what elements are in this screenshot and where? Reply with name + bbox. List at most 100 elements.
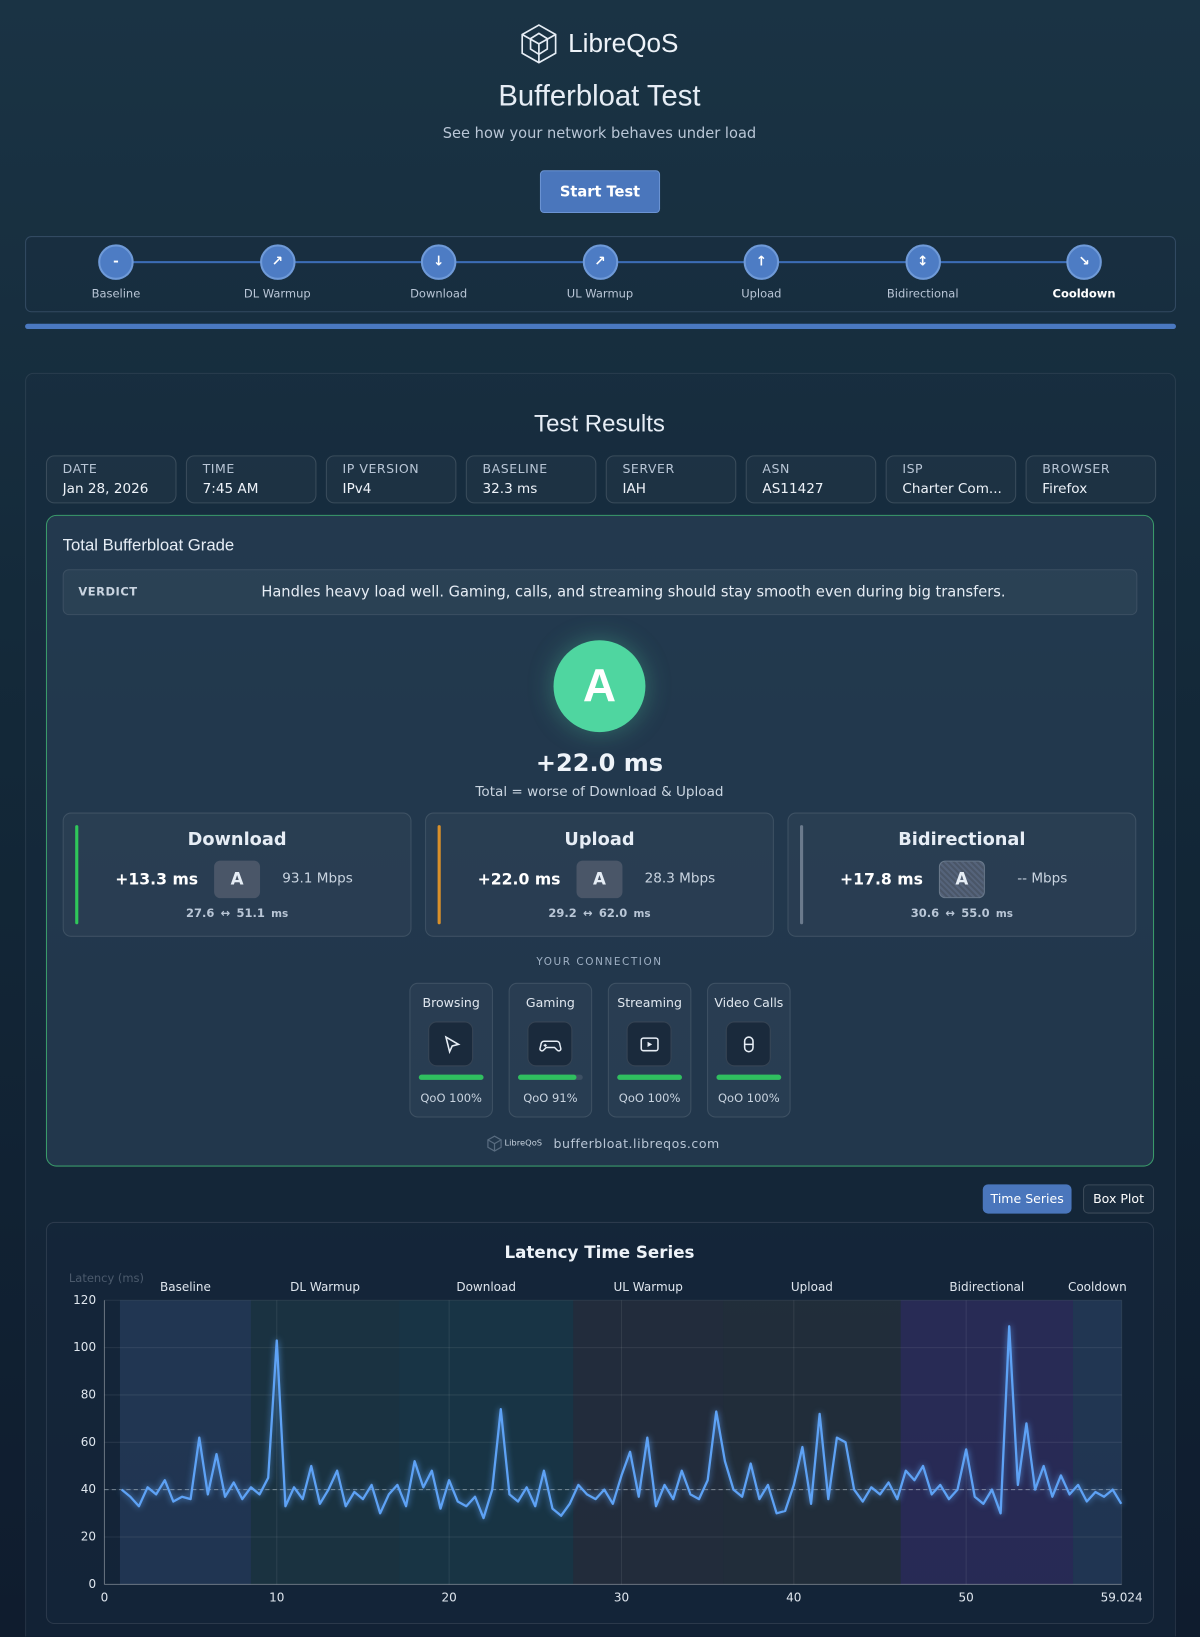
- x-tick-label: 10: [269, 1590, 284, 1604]
- step-label: UL Warmup: [566, 287, 634, 301]
- info-value: Charter Com...: [902, 481, 1002, 498]
- qoo-card: [607, 982, 692, 1118]
- step-circle: [259, 244, 296, 280]
- qoo-icon-box: [725, 1021, 771, 1067]
- y-tick-label: 100: [73, 1340, 96, 1354]
- info-label: SERVER: [622, 461, 675, 477]
- info-label: TIME: [202, 461, 235, 477]
- x-tick-label: 40: [786, 1590, 801, 1604]
- qoo-label: QoO 91%: [523, 1091, 578, 1105]
- direction-name: Upload: [564, 829, 635, 851]
- start-test-label: Start Test: [559, 183, 641, 201]
- direction-grade: A: [230, 868, 244, 889]
- info-label: DATE: [62, 461, 98, 477]
- info-card: [325, 455, 457, 504]
- qoo-bar: [617, 1074, 682, 1080]
- info-card: [185, 455, 317, 504]
- step-icon: ↗: [271, 253, 283, 270]
- range-unit: ms: [633, 908, 651, 921]
- phase-band: [399, 1300, 574, 1585]
- direction-range: 30.6 ↔ 55.0 ms: [857, 904, 1066, 923]
- info-card: [605, 455, 737, 504]
- step-label: Bidirectional: [886, 287, 959, 301]
- info-label: IP VERSION: [342, 461, 420, 477]
- logo-icon: [521, 24, 557, 64]
- start-test-button[interactable]: [539, 170, 661, 214]
- qoo-label: QoO 100%: [618, 1091, 681, 1105]
- direction-card: [62, 812, 412, 937]
- step-label: DL Warmup: [243, 287, 311, 301]
- qoo-icon-box: [428, 1021, 474, 1067]
- qoo-bar: [418, 1074, 484, 1080]
- chart-card: [45, 1221, 1155, 1625]
- x-tick-label: 20: [441, 1590, 456, 1604]
- info-value: Jan 28, 2026: [62, 481, 149, 498]
- info-value: IAH: [622, 481, 646, 498]
- tab[interactable]: [982, 1184, 1072, 1214]
- qoo-icon-box: [626, 1021, 672, 1067]
- info-card: [745, 455, 877, 504]
- y-tick-label: 0: [88, 1577, 96, 1591]
- footer-brand: LibreQoS: [504, 1138, 543, 1148]
- step-circle: [1066, 244, 1102, 280]
- direction-grade-box: [576, 860, 623, 899]
- step-circle: [420, 244, 457, 280]
- direction-card: [787, 812, 1137, 937]
- qoo-bar: [518, 1074, 577, 1080]
- grade-card: [45, 514, 1155, 1167]
- progress-bar: [25, 323, 1176, 329]
- info-value: 7:45 AM: [202, 481, 259, 498]
- y-axis-label: Latency (ms): [69, 1271, 144, 1285]
- brand: LibreQoS: [568, 29, 679, 59]
- info-label: ASN: [762, 461, 790, 477]
- info-label: ISP: [902, 461, 924, 477]
- qoo-name: Video Calls: [714, 995, 784, 1010]
- phase-label: Download: [456, 1280, 516, 1294]
- range-low: 29.2: [548, 906, 577, 921]
- step-icon: ↘: [1078, 253, 1090, 270]
- qoo-label: QoO 100%: [718, 1091, 780, 1105]
- range-arrow: ↔: [582, 906, 593, 921]
- qoo-card: [707, 982, 791, 1118]
- qoo-bar: [716, 1074, 782, 1080]
- step-circle: [98, 244, 134, 280]
- range-arrow: ↔: [945, 906, 956, 921]
- direction-accent: [800, 825, 804, 925]
- tab-label: Time Series: [990, 1191, 1064, 1207]
- phase-label: DL Warmup: [290, 1280, 360, 1294]
- direction-grade: A: [955, 868, 969, 889]
- range-high: 51.1: [236, 906, 265, 921]
- info-value: AS11427: [762, 481, 824, 498]
- step-label: Baseline: [91, 287, 141, 301]
- direction-accent: [437, 825, 441, 925]
- range-unit: ms: [995, 908, 1013, 921]
- info-value: Firefox: [1042, 481, 1088, 498]
- info-card: [465, 455, 597, 504]
- direction-latency: +22.0 ms: [477, 869, 561, 889]
- y-tick-label: 60: [81, 1435, 96, 1449]
- phase-band: [119, 1300, 251, 1585]
- tab-label: Box Plot: [1093, 1191, 1144, 1207]
- info-label: BASELINE: [482, 461, 548, 477]
- qoo-icon-box: [527, 1021, 573, 1067]
- direction-card: [425, 812, 774, 937]
- step-icon: ↗: [594, 253, 606, 270]
- direction-grade: A: [593, 868, 606, 889]
- connection-label: YOUR CONNECTION: [536, 956, 663, 969]
- total-note: Total = worse of Download & Upload: [475, 784, 724, 801]
- phase-label: Cooldown: [1068, 1280, 1127, 1294]
- x-tick-label: 30: [614, 1590, 629, 1604]
- info-value: IPv4: [342, 481, 372, 498]
- step-circle: [904, 244, 941, 280]
- y-tick-label: 80: [81, 1387, 96, 1401]
- step-label: Cooldown: [1052, 287, 1116, 301]
- y-tick-label: 40: [81, 1482, 96, 1496]
- info-card: [885, 455, 1017, 504]
- subtitle: See how your network behaves under load: [442, 125, 757, 143]
- phase-band: [900, 1300, 1074, 1585]
- info-value: 32.3 ms: [482, 481, 538, 498]
- tab[interactable]: [1083, 1184, 1155, 1214]
- range-high: 55.0: [961, 906, 990, 921]
- step-label: Upload: [741, 287, 782, 301]
- direction-throughput: 93.1 Mbps: [282, 871, 353, 887]
